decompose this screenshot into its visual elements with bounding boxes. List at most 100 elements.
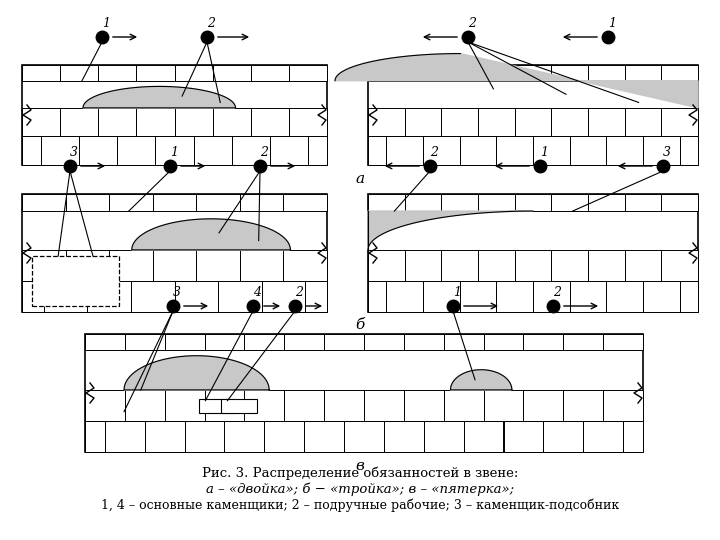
Bar [643, 281, 680, 312]
Bar [232, 137, 270, 165]
Bar [284, 194, 327, 211]
Bar [136, 65, 174, 80]
Bar [109, 250, 153, 281]
Bar [625, 250, 662, 281]
Bar [544, 421, 583, 452]
Bar [515, 194, 552, 211]
Bar [197, 194, 240, 211]
Bar [60, 108, 98, 137]
Bar [22, 65, 327, 165]
Text: 1, 4 – основные каменщики; 2 – подручные рабочие; 3 – каменщик-подсобник: 1, 4 – основные каменщики; 2 – подручные… [101, 498, 619, 511]
Bar [552, 194, 588, 211]
Bar [606, 137, 643, 165]
Bar [109, 194, 153, 211]
Bar [136, 108, 174, 137]
Bar [165, 334, 204, 349]
Bar [552, 250, 588, 281]
Bar [145, 421, 184, 452]
Bar [459, 281, 496, 312]
Bar [22, 137, 41, 165]
Bar [184, 421, 225, 452]
Bar [22, 108, 60, 137]
Bar [459, 137, 496, 165]
Bar [533, 137, 570, 165]
Bar [165, 390, 204, 421]
Bar [552, 108, 588, 137]
Bar [588, 250, 625, 281]
Bar [478, 65, 515, 80]
Bar [368, 65, 405, 80]
Text: 2: 2 [295, 286, 303, 299]
Bar [523, 390, 563, 421]
Bar [66, 194, 109, 211]
Text: 1: 1 [453, 286, 461, 299]
Bar [515, 65, 552, 80]
Bar [625, 194, 662, 211]
Bar [552, 65, 588, 80]
Bar [662, 108, 698, 137]
Bar [563, 334, 603, 349]
Bar [284, 334, 324, 349]
Bar [588, 194, 625, 211]
Bar [251, 65, 289, 80]
Bar [244, 390, 284, 421]
Bar [423, 281, 459, 312]
Text: 1: 1 [608, 17, 616, 30]
Bar [533, 281, 570, 312]
Bar [441, 108, 478, 137]
Bar [212, 65, 251, 80]
Bar [503, 421, 544, 452]
Bar [261, 281, 305, 312]
Bar [79, 137, 117, 165]
Bar [218, 281, 261, 312]
Bar [244, 334, 284, 349]
Bar [251, 108, 289, 137]
Text: б: б [356, 318, 364, 332]
Bar [153, 194, 197, 211]
Bar [240, 194, 284, 211]
Bar [41, 137, 79, 165]
Bar [324, 334, 364, 349]
Bar [441, 194, 478, 211]
Bar [515, 108, 552, 137]
Polygon shape [124, 356, 269, 390]
Bar [204, 334, 244, 349]
Polygon shape [132, 219, 290, 250]
Bar [478, 250, 515, 281]
Bar [32, 256, 119, 306]
Bar [156, 137, 194, 165]
Text: 2: 2 [430, 146, 438, 159]
Bar [197, 250, 240, 281]
Bar [606, 281, 643, 312]
Bar [424, 421, 464, 452]
Polygon shape [335, 53, 698, 108]
Bar [484, 390, 523, 421]
Bar [368, 65, 698, 165]
Bar [225, 421, 264, 452]
Bar [484, 334, 523, 349]
Text: Рис. 3. Распределение обязанностей в звене:: Рис. 3. Распределение обязанностей в зве… [202, 466, 518, 480]
Bar [174, 108, 212, 137]
Bar [444, 390, 484, 421]
Bar [625, 65, 662, 80]
Text: а – «двойка»; б − «тройка»; в – «пятерка»;: а – «двойка»; б − «тройка»; в – «пятерка… [206, 482, 514, 496]
Bar [368, 137, 387, 165]
Bar [662, 65, 698, 80]
Bar [405, 65, 441, 80]
Bar [105, 421, 145, 452]
Bar [423, 137, 459, 165]
Bar [368, 194, 405, 211]
Bar [305, 281, 327, 312]
Bar [680, 137, 698, 165]
Text: 3: 3 [663, 146, 671, 159]
Bar [85, 421, 105, 452]
Bar [22, 194, 66, 211]
Bar [289, 65, 327, 80]
Polygon shape [368, 211, 533, 250]
Bar [583, 421, 623, 452]
Bar [680, 281, 698, 312]
Text: 3: 3 [70, 146, 78, 159]
Bar [384, 421, 424, 452]
Bar [344, 421, 384, 452]
Bar [623, 421, 643, 452]
